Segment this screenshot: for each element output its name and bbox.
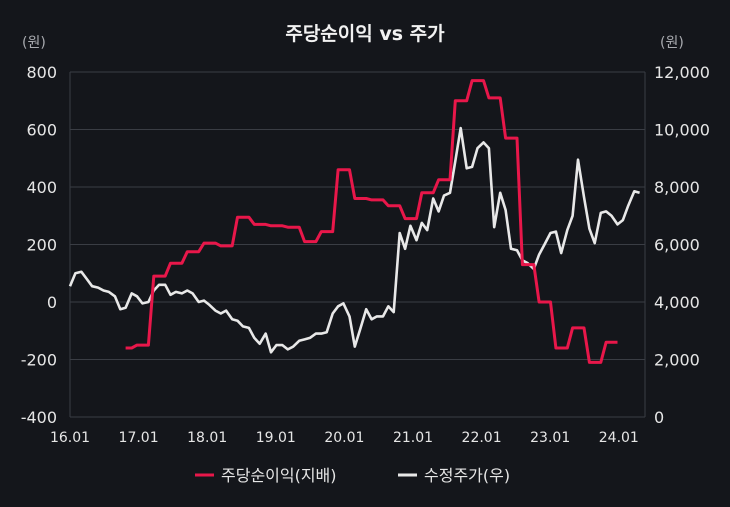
- x-tick-label: 21.01: [393, 430, 433, 446]
- left-tick-label: 0: [47, 293, 57, 312]
- x-axis-ticks: 16.01 17.01 18.01 19.01 20.01 21.01 22.01 23.01…: [50, 430, 639, 446]
- right-tick-label: 6,000: [654, 236, 700, 255]
- left-axis-unit: (원): [22, 35, 46, 51]
- x-tick-label: 22.01: [462, 430, 502, 446]
- left-tick-label: 600: [26, 121, 57, 140]
- right-tick-label: 12,000: [654, 63, 710, 82]
- right-tick-label: 0: [654, 408, 664, 427]
- left-tick-label: 200: [26, 236, 57, 255]
- x-tick-label: 20.01: [324, 430, 364, 446]
- legend-price-label: 수정주가(우): [424, 466, 510, 485]
- right-axis-ticks: 12,000 10,000 8,000 6,000 4,000 2,000 0: [654, 63, 710, 427]
- right-tick-label: 4,000: [654, 293, 700, 312]
- chart-title: 주당순이익 vs 주가: [285, 23, 445, 45]
- x-tick-label: 17.01: [119, 430, 159, 446]
- price-series-line: [68, 126, 640, 354]
- left-tick-label: 400: [26, 178, 57, 197]
- chart-legend: 주당순이익(지배) 수정주가(우): [195, 466, 510, 485]
- right-tick-label: 10,000: [654, 121, 710, 140]
- x-tick-label: 24.01: [599, 430, 639, 446]
- legend-eps-label: 주당순이익(지배): [221, 466, 337, 485]
- x-tick-label: 23.01: [530, 430, 570, 446]
- right-axis-unit: (원): [660, 35, 684, 51]
- left-tick-label: -400: [21, 408, 57, 427]
- series-layer: [68, 79, 640, 364]
- eps-series-line: [125, 79, 618, 364]
- right-tick-label: 8,000: [654, 178, 700, 197]
- left-tick-label: 800: [26, 63, 57, 82]
- right-tick-label: 2,000: [654, 351, 700, 370]
- left-tick-label: -200: [21, 351, 57, 370]
- x-tick-label: 18.01: [187, 430, 227, 446]
- grid-lines: [69, 71, 646, 418]
- x-tick-label: 19.01: [256, 430, 296, 446]
- left-axis-ticks: 800 600 400 200 0 -200 -400: [21, 63, 57, 427]
- x-tick-label: 16.01: [50, 430, 90, 446]
